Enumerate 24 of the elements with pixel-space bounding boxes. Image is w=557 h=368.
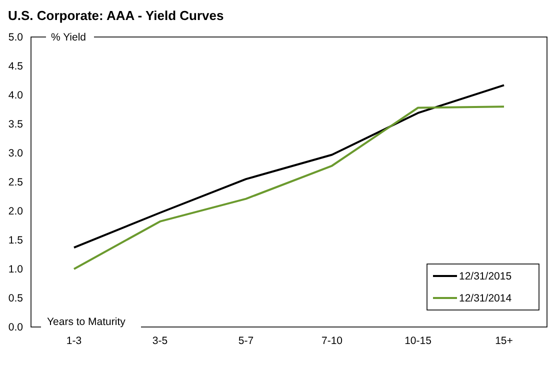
legend-label: 12/31/2015 (459, 270, 512, 283)
line-series (73, 84, 505, 249)
y-axis-title: % Yield (51, 32, 86, 44)
chart-title: U.S. Corporate: AAA - Yield Curves (8, 8, 224, 23)
y-tick-label: 0.0 (8, 322, 24, 334)
x-tick-label: 3-5 (152, 335, 168, 347)
x-tick-label: 10-15 (404, 335, 432, 347)
legend-label: 12/31/2014 (459, 292, 512, 305)
y-tick-label: 3.5 (8, 118, 24, 131)
x-tick-label: 1-3 (66, 335, 82, 347)
x-tick-label: 15+ (495, 335, 513, 347)
y-tick-label: 2.0 (8, 206, 24, 218)
x-axis-title: Years to Maturity (47, 316, 126, 328)
y-tick-label: 2.5 (8, 176, 24, 189)
y-tick-label: 1.0 (8, 264, 24, 276)
y-tick-label: 1.5 (8, 234, 24, 247)
y-tick-label: 3.0 (8, 148, 24, 160)
y-tick-label: 4.5 (8, 60, 24, 73)
y-tick-label: 5.0 (8, 32, 24, 44)
x-tick-label: 7-10 (321, 335, 343, 347)
y-tick-label: 0.5 (8, 292, 24, 305)
line-series (73, 106, 505, 270)
y-tick-label: 4.0 (8, 90, 24, 102)
x-tick-label: 5-7 (238, 335, 254, 347)
